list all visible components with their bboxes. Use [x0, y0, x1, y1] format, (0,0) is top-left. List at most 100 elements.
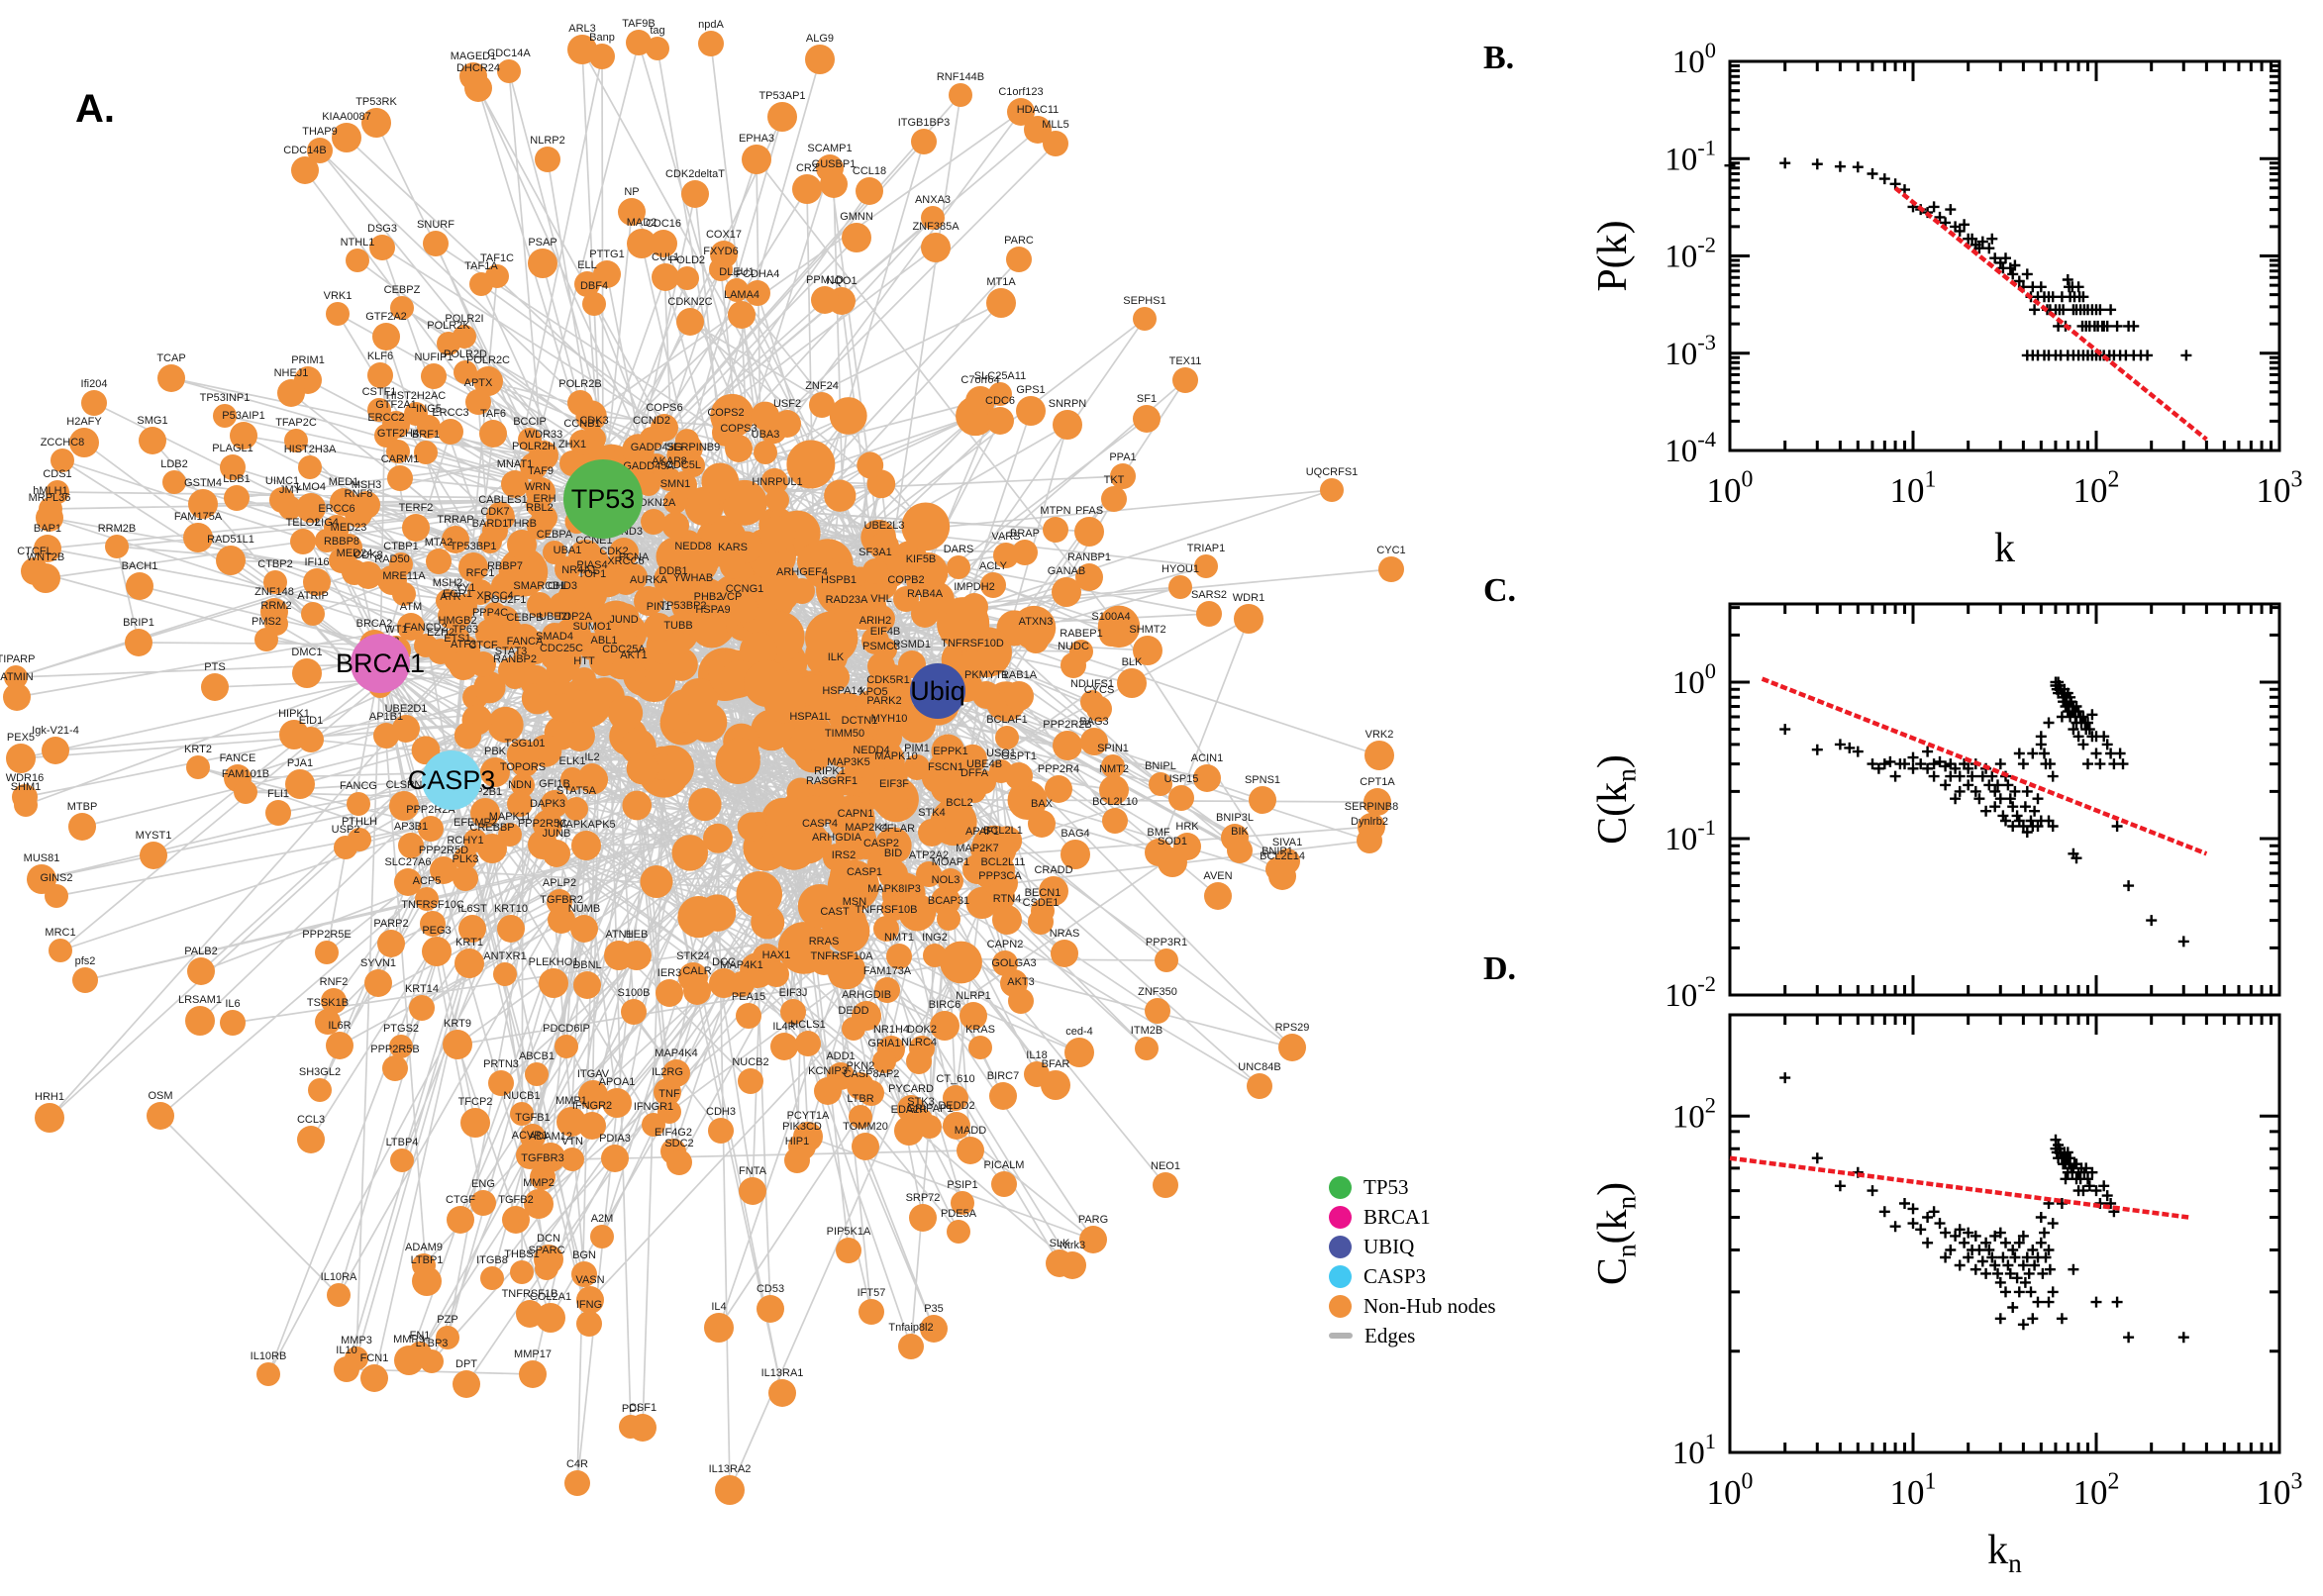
network-node [1145, 998, 1170, 1024]
network-node-label: TNFRSF10B [856, 904, 918, 916]
network-node [571, 1261, 597, 1287]
network-node [303, 568, 331, 596]
network-node [811, 286, 839, 314]
network-node [857, 451, 884, 479]
network-node [539, 968, 568, 998]
network-node-label: COX17 [706, 229, 742, 241]
network-node [1194, 554, 1218, 578]
network-node [820, 170, 848, 198]
y-axis-title: Cn(kn) [1590, 1182, 1641, 1285]
network-node-label: CDC25C [540, 643, 583, 654]
network-node [666, 632, 690, 655]
network-node [1074, 517, 1104, 547]
network-node-label: VRK1 [324, 290, 353, 302]
network-node [666, 1149, 692, 1175]
legend-item-label: Edges [1364, 1323, 1416, 1347]
network-node-label: ALG9 [806, 33, 834, 45]
network-node [321, 988, 347, 1014]
network-node [626, 752, 659, 785]
network-node [1007, 98, 1035, 126]
network-node [960, 1002, 987, 1030]
network-node-label: MTBP [67, 801, 98, 813]
network-node [834, 606, 859, 632]
network-node-label: PIP5K1A [827, 1226, 871, 1238]
network-node [1102, 808, 1128, 834]
network-node-label: COPS6 [646, 402, 682, 414]
network-node [36, 504, 63, 532]
network-node-label: DCN [537, 1233, 560, 1245]
network-node-label: RAD51L1 [207, 534, 254, 546]
network-node [796, 723, 824, 750]
network-node-label: CTCFL [17, 546, 51, 557]
network-node-label: CD53 [757, 1283, 784, 1295]
network-node [738, 1068, 763, 1094]
network-node-label: MSH2 [433, 577, 463, 589]
network-node-label: FAM175A [174, 511, 223, 523]
network-node [576, 1286, 604, 1314]
network-node [853, 878, 876, 902]
network-node-label: TSG101 [505, 738, 546, 749]
network-node [290, 529, 316, 554]
network-node-label: TGFBR2 [540, 894, 582, 906]
network-node-label: POLR2C [466, 354, 510, 366]
network-node [681, 552, 705, 576]
network-node [988, 382, 1012, 406]
network-node-label: SCAMP1 [807, 143, 852, 154]
network-node [622, 790, 653, 821]
network-node-label: pfs2 [75, 955, 96, 967]
network-node [470, 798, 500, 828]
network-node [480, 757, 510, 787]
network-node-label: PTGS2 [383, 1023, 419, 1035]
network-node [570, 915, 598, 943]
network-node [1060, 652, 1086, 678]
network-node-label: WDR1 [1233, 592, 1264, 604]
network-node-label: PPM1D [806, 274, 844, 286]
network-node [677, 896, 720, 939]
network-node [528, 249, 557, 278]
network-node-label: POLR2B [558, 378, 601, 390]
network-node-label: CCNB1 [563, 418, 600, 430]
network-node-label: SIVA1 [1272, 837, 1302, 848]
network-node [360, 1364, 388, 1392]
network-node [589, 44, 615, 69]
network-node-label: PYCARD [888, 1083, 934, 1095]
network-node-label: CASP4 [802, 818, 838, 830]
network-node-label: HEB [626, 929, 649, 941]
network-node-label: POLR2I [445, 313, 483, 325]
network-node-label: KRT10 [494, 903, 528, 915]
network-node-label: SPIN1 [1097, 743, 1129, 754]
network-node [872, 1049, 896, 1073]
network-node-label: TOPORS [500, 761, 546, 773]
network-node-label: OSM [148, 1090, 172, 1102]
network-node [1378, 556, 1404, 582]
network-node [767, 102, 797, 132]
network-node [436, 1326, 459, 1349]
network-node [640, 865, 673, 899]
network-node-label: FANCG [340, 780, 377, 792]
network-node-label: PDCD6IP [543, 1023, 590, 1035]
network-node [652, 263, 679, 291]
network-node [423, 231, 449, 256]
network-node [534, 1245, 563, 1274]
network-node-label: STK3 [907, 1096, 935, 1108]
network-node [1101, 486, 1127, 512]
network-node-label: SF1 [1137, 393, 1157, 405]
network-node [1006, 247, 1032, 272]
network-node [477, 834, 507, 863]
network-node-label: AKT1 [620, 649, 648, 661]
network-node-label: CDS1 [43, 468, 71, 480]
network-node-label: IFT57 [858, 1287, 886, 1299]
network-node-label: USP15 [1164, 773, 1199, 785]
network-node [1364, 741, 1394, 770]
network-node [962, 854, 992, 884]
network-node [147, 1102, 174, 1130]
network-node-label: HIP1 [785, 1136, 809, 1147]
network-node [884, 762, 908, 786]
network-node [50, 449, 74, 472]
network-node [1247, 1073, 1272, 1099]
network-node-label: FNTA [739, 1165, 767, 1177]
network-node-label: ARIH2 [859, 615, 891, 627]
network-node [923, 944, 947, 967]
network-node [414, 441, 438, 464]
network-node-label: ETS1 [444, 633, 471, 645]
